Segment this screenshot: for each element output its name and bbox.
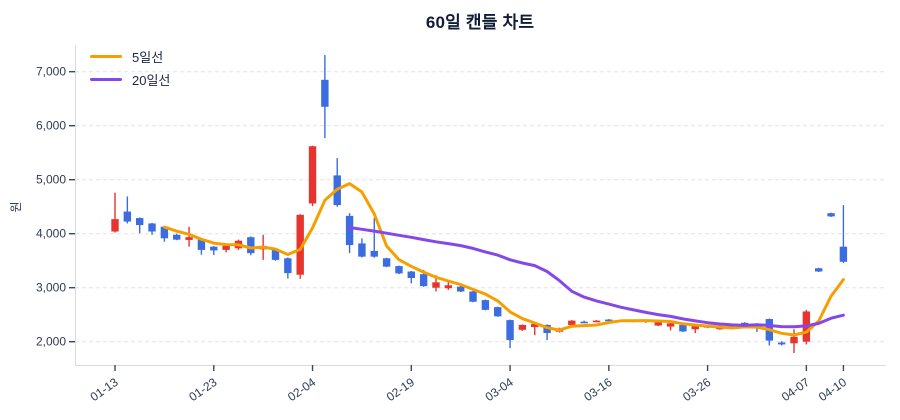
svg-text:03-26: 03-26 (680, 375, 713, 404)
candle-20 (358, 238, 366, 258)
candle-22 (382, 257, 391, 268)
ma5-line-swatch-icon (90, 54, 122, 58)
ma20-line (348, 226, 845, 329)
candle-30 (481, 299, 490, 311)
candle-23 (395, 265, 403, 275)
candle-33 (518, 324, 527, 331)
candle-24 (407, 270, 415, 284)
candle-5 (173, 233, 181, 241)
svg-text:5,000: 5,000 (36, 173, 66, 187)
candle-38 (580, 320, 588, 324)
candle-6 (185, 226, 193, 247)
candle-37 (568, 320, 576, 326)
candle-19 (345, 213, 354, 254)
svg-text:04-07: 04-07 (779, 375, 812, 404)
svg-text:02-19: 02-19 (384, 375, 417, 404)
chart-title: 60일 캔들 차트 (425, 13, 535, 32)
candle-8 (210, 246, 218, 256)
candle-11 (247, 236, 255, 256)
candle-54 (777, 341, 786, 346)
svg-text:7,000: 7,000 (36, 65, 66, 79)
svg-text:02-04: 02-04 (285, 375, 318, 404)
chart-legend: 5일선 20일선 (90, 49, 171, 88)
candle-58 (827, 212, 835, 217)
svg-text:6,000: 6,000 (36, 119, 66, 133)
legend-item-ma20: 20일선 (90, 72, 171, 88)
candle-18 (333, 158, 341, 207)
candle-21 (370, 218, 378, 258)
candle-40 (605, 319, 613, 322)
candle-16 (308, 145, 317, 207)
ma5-line (162, 182, 845, 337)
svg-text:01-13: 01-13 (88, 375, 121, 404)
ma-lines-layer (162, 182, 845, 337)
candle-57 (815, 267, 823, 273)
legend-item-ma5: 5일선 (90, 49, 170, 65)
candle-14 (284, 257, 292, 279)
candle-0 (111, 192, 119, 233)
candle-27 (444, 282, 453, 290)
candle-39 (592, 320, 601, 323)
svg-text:04-10: 04-10 (816, 375, 849, 404)
svg-text:원: 원 (9, 201, 23, 212)
candle-29 (469, 290, 477, 303)
svg-text:01-23: 01-23 (186, 375, 219, 404)
candle-3 (148, 222, 156, 235)
candle-28 (456, 286, 465, 293)
ma5-legend-label: 5일선 (132, 49, 164, 65)
ma20-line-swatch-icon (90, 77, 122, 81)
candle-17 (321, 54, 329, 139)
candle-13 (271, 248, 280, 261)
svg-text:03-04: 03-04 (483, 375, 516, 404)
candle-45 (666, 322, 675, 331)
candle-34 (531, 323, 539, 336)
grid-layer (75, 71, 886, 343)
candles-layer (111, 54, 848, 354)
candle-47 (691, 325, 699, 334)
candle-31 (494, 306, 502, 317)
candle-4 (160, 226, 169, 242)
candle-46 (679, 324, 687, 332)
svg-text:2,000: 2,000 (36, 335, 66, 349)
candle-59 (839, 205, 848, 263)
candle-55 (790, 329, 798, 354)
svg-text:3,000: 3,000 (36, 281, 66, 295)
candle-1 (123, 196, 132, 224)
candle-32 (506, 319, 514, 349)
ma20-legend-label: 20일선 (132, 72, 171, 88)
candle-2 (135, 217, 144, 234)
svg-text:4,000: 4,000 (36, 227, 66, 241)
svg-text:03-16: 03-16 (581, 375, 614, 404)
candle-7 (197, 238, 206, 255)
